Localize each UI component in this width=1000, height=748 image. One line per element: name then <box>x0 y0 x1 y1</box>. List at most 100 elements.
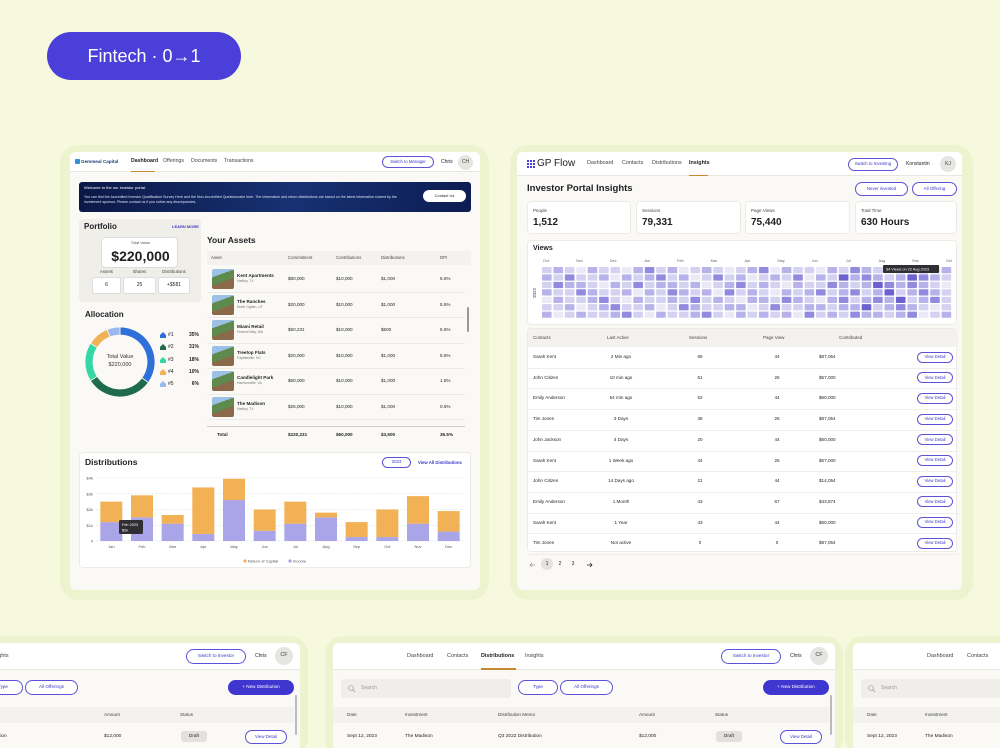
view-detail-button[interactable]: View Detail <box>917 537 953 549</box>
view-detail-button[interactable]: View Detail <box>917 434 953 446</box>
heatmap-cell <box>701 304 712 311</box>
contacts-panel: Contacts Last Active Sessions Page View Cont… <box>527 328 958 555</box>
learn-more[interactable]: LEARN MORE <box>172 224 199 229</box>
top-nav: Gemmeal Capital Dashboard Offerings Documen… <box>70 152 480 172</box>
donut-center-value: $220,000 <box>109 362 132 368</box>
view-detail-button[interactable]: View Detail <box>917 372 953 384</box>
top-nav: GP Flow Dashboard Contacts Distributions Ins… <box>517 152 962 176</box>
page-number[interactable]: 2 <box>558 560 562 567</box>
asset-thumbnail <box>212 269 234 289</box>
nav-link[interactable]: Distributions <box>652 160 682 166</box>
table-cell: 2 Min ago <box>610 354 632 359</box>
month-label: Mar <box>711 259 718 263</box>
heatmap-cell <box>564 296 575 303</box>
row-divider <box>528 512 958 514</box>
table-cell: $87,054 <box>819 354 836 359</box>
view-detail-button[interactable]: View Detail <box>917 351 953 363</box>
badge[interactable]: Fintech · 0→1 <box>47 32 241 80</box>
heatmap-cell <box>701 281 712 289</box>
heatmap-cell <box>918 311 929 318</box>
nav-link[interactable]: Dashboard <box>587 160 614 166</box>
heatmap-cell <box>873 296 883 303</box>
assets-title: Your Assets <box>207 235 256 245</box>
period-dropdown[interactable]: 2023 <box>382 457 411 468</box>
new-distribution-button[interactable]: + New Distribution <box>763 680 829 695</box>
search-box[interactable]: Search <box>341 679 511 698</box>
row-divider <box>528 471 958 472</box>
view-detail-button[interactable]: View Detail <box>917 392 953 404</box>
legend-value: 31% <box>188 344 199 351</box>
heatmap-cell <box>895 311 906 318</box>
filter-dropdown[interactable]: Type <box>0 680 23 695</box>
heatmap-cell <box>861 304 872 311</box>
distributions-title: Distributions <box>85 457 138 467</box>
page-number[interactable]: 3 <box>571 560 575 567</box>
logo: Gemmeal Capital <box>81 158 119 164</box>
view-detail-button[interactable]: View Detail <box>917 496 953 508</box>
new-distribution-button[interactable]: + New Distribution <box>228 680 294 695</box>
handle <box>352 689 356 693</box>
total-divider <box>207 426 465 427</box>
nav-link[interactable]: Transactions <box>224 158 254 164</box>
heatmap-cell <box>599 281 609 289</box>
page-number[interactable]: 1 <box>541 558 553 570</box>
nav-link[interactable]: Offerings <box>163 158 184 164</box>
view-detail-button[interactable]: View Detail <box>917 517 953 529</box>
view-detail-button[interactable]: View Detail <box>780 730 822 744</box>
view-detail-button[interactable]: View Detail <box>245 730 287 744</box>
heatmap-cell <box>679 311 689 318</box>
nav-link[interactable]: Dashboard <box>927 652 954 659</box>
view-all-link[interactable]: View All Distributions <box>418 459 462 465</box>
scrollbar <box>295 695 297 735</box>
heatmap-cell <box>724 281 735 289</box>
view-detail-button[interactable]: View Detail <box>917 413 953 425</box>
heatmap-cell <box>861 274 872 281</box>
heatmap-cell <box>827 274 838 281</box>
x-tick-label: Nov <box>414 544 421 549</box>
switch-button[interactable]: Switch to Investing <box>848 157 898 171</box>
nav-link[interactable]: Documents <box>191 158 218 164</box>
heatmap-cell <box>895 304 906 311</box>
nav-link[interactable]: Contacts <box>967 652 989 659</box>
heatmap-cell <box>542 281 552 289</box>
heatmap-cell <box>781 281 792 289</box>
heatmap-cell <box>679 289 689 296</box>
heatmap-cell <box>770 274 780 281</box>
filter-dropdown[interactable]: Type <box>518 680 558 695</box>
heatmap-cell <box>758 274 769 281</box>
row-divider <box>207 291 465 293</box>
filter-dropdown[interactable]: All Offerings <box>25 680 78 695</box>
y-tick-label: $1k <box>87 523 93 528</box>
asset-location: Federal Way, WA <box>237 330 264 334</box>
table-cell: Q3 2022 Distribution <box>0 734 7 739</box>
column-header: Date <box>347 712 357 717</box>
filter-dropdown[interactable]: All Offering <box>912 182 957 196</box>
nav-link[interactable]: Contacts <box>622 160 644 166</box>
nav-link[interactable]: Insights <box>689 160 710 166</box>
nav-link[interactable]: Dashboard <box>407 652 434 659</box>
view-detail-button[interactable]: View Detail <box>917 455 953 466</box>
nav-link[interactable]: Distributions <box>481 652 515 659</box>
heatmap-cell <box>930 289 940 296</box>
column-header: Status <box>180 712 194 717</box>
heatmap-cell <box>850 304 860 311</box>
filter-dropdown[interactable]: All Offerings <box>560 680 613 695</box>
search-box[interactable]: Search <box>861 679 1000 698</box>
switch-button[interactable]: Switch to Manager <box>382 156 434 168</box>
filter-dropdown[interactable]: Never invested <box>855 182 908 196</box>
view-detail-button[interactable]: View Detail <box>917 475 953 487</box>
heatmap-cell <box>542 267 552 274</box>
nav-link[interactable]: Dashboard <box>131 158 159 164</box>
switch-button[interactable]: Switch to Investor <box>186 649 246 664</box>
heatmap-cell <box>610 296 621 303</box>
switch-button[interactable]: Switch to Investor <box>721 649 781 664</box>
contact-button[interactable]: Contact Us <box>423 190 466 202</box>
stat-card: Sessions 79,331 <box>636 201 741 234</box>
table-cell: Tim Jones <box>533 416 555 422</box>
asset-location: Fayetteville, NC <box>237 355 261 360</box>
nav-link[interactable]: Insights <box>525 652 544 659</box>
heatmap-cell <box>930 304 940 311</box>
nav-link[interactable]: Contacts <box>447 652 469 659</box>
stat-label: People <box>533 208 548 213</box>
nav-link[interactable]: Insights <box>0 652 9 659</box>
